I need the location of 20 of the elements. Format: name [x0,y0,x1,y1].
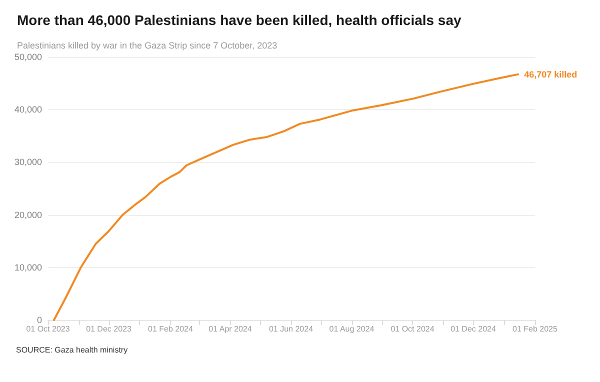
line-series [52,73,520,321]
x-tick-label: 01 Oct 2024 [390,324,435,334]
chart-title: More than 46,000 Palestinians have been killed, health officials say [17,12,462,28]
x-tick-label: 01 Feb 2025 [512,324,558,334]
y-tick-label: 30,000 [14,157,42,168]
y-tick-label: 0 [36,315,42,325]
x-tick-label: 01 Oct 2023 [26,324,70,334]
x-tick-label: 01 Dec 2024 [450,324,496,334]
y-tick-label: 40,000 [14,104,42,115]
x-tick-label: 01 Apr 2024 [208,324,252,334]
y-tick-label: 50,000 [14,52,42,62]
x-tick-label: 01 Jun 2024 [268,324,314,334]
x-tick-label: 01 Dec 2023 [86,324,132,334]
y-tick-label: 10,000 [14,262,42,272]
x-tick-label: 01 Feb 2024 [148,324,194,334]
annotation: 46,707 killed [524,69,578,80]
chart-subtitle: Palestinians killed by war in the Gaza Strip since 7 October, 2023 [17,40,278,50]
source-note: SOURCE: Gaza health ministry [16,346,128,354]
y-tick-label: 20,000 [14,210,42,220]
x-tick-label: 01 Aug 2024 [329,324,375,334]
